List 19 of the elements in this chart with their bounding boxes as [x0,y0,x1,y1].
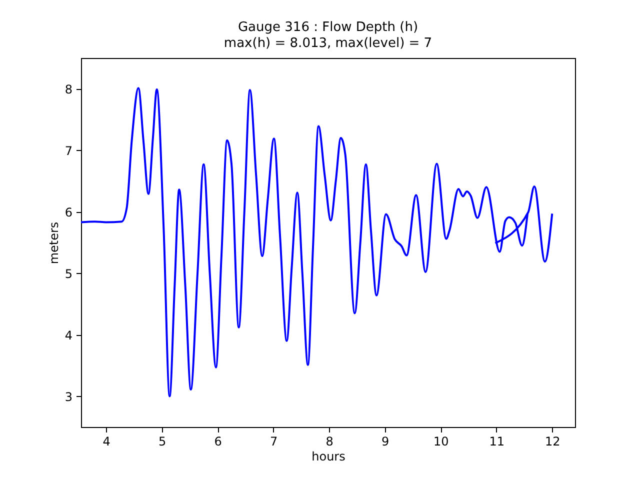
x-axis-title: hours [312,450,346,464]
x-tick-label: 12 [545,434,560,448]
x-tick-label: 5 [158,434,166,448]
y-tick-label: 6 [64,205,72,220]
chart-title: Gauge 316 : Flow Depth (h) [238,20,418,35]
y-tick-label: 3 [64,390,72,404]
x-tick-label: 11 [489,434,505,448]
y-axis-title: meters [46,222,61,264]
x-tick-label: 7 [270,434,278,448]
y-tick-label: 8 [64,82,72,96]
x-tick-label: 4 [102,434,110,448]
x-tick-label: 6 [214,434,222,448]
chart-subtitle: max(h) = 8.013, max(level) = 7 [224,36,432,51]
x-tick-label: 9 [382,434,390,448]
y-tick-label: 5 [64,266,72,281]
x-tick-label: 10 [433,434,449,448]
y-tick-label: 4 [64,328,72,342]
x-tick-label: 8 [326,434,334,448]
y-tick-label: 7 [64,144,72,158]
